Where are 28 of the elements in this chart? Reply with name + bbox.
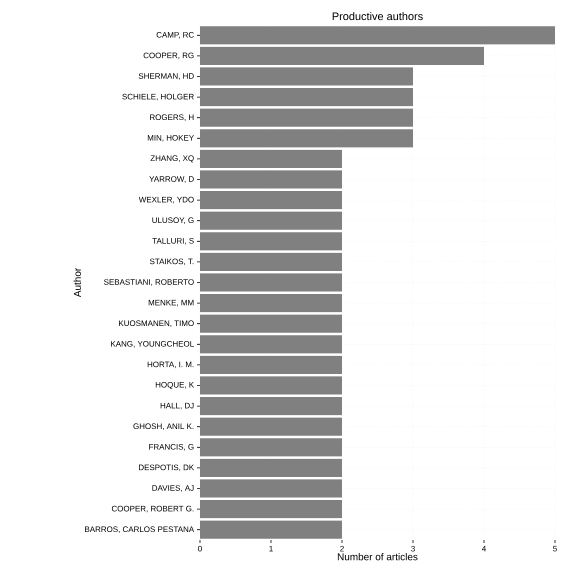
bar [200,273,342,292]
bar [200,108,413,127]
bar [200,479,342,498]
bar [200,67,413,86]
bar [200,191,342,210]
bar [200,232,342,250]
bar [200,356,342,374]
bar [200,294,342,312]
bar [200,26,555,44]
bar [200,397,342,416]
bar [200,314,342,333]
bar [200,520,342,539]
bar [200,500,342,518]
bar [200,252,342,271]
bar [200,46,484,65]
bar [200,212,342,230]
bar [200,458,342,477]
bar [200,335,342,354]
bar [200,129,413,148]
x-axis-title: Number of articles [338,553,418,560]
bar [200,376,342,395]
y-axis-title: Author [74,268,81,298]
bar [200,418,342,436]
bar [200,170,342,189]
bar [200,438,342,456]
bar [200,150,342,168]
bar [200,88,413,106]
chart-title: Productive authors [332,12,423,20]
